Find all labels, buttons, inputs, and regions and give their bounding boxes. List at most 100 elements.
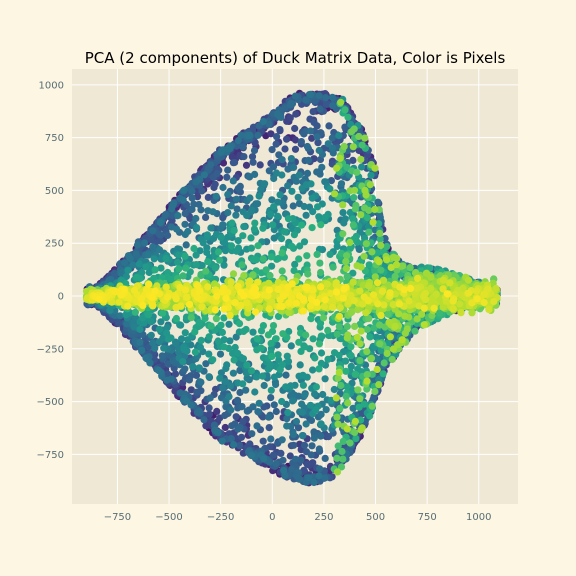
- data-point: [290, 267, 298, 275]
- data-point: [374, 198, 382, 206]
- data-point: [333, 454, 341, 462]
- data-point: [149, 339, 157, 347]
- data-point: [278, 249, 286, 257]
- data-point: [283, 135, 291, 143]
- data-point: [162, 211, 170, 219]
- data-point: [321, 213, 329, 221]
- data-point: [346, 208, 354, 217]
- data-point: [302, 331, 310, 339]
- data-point: [267, 253, 275, 261]
- data-point: [351, 428, 359, 436]
- data-point: [136, 338, 144, 346]
- data-point: [149, 243, 157, 251]
- data-point: [217, 321, 225, 329]
- data-point: [351, 205, 359, 213]
- data-point: [203, 231, 211, 239]
- data-point: [254, 131, 262, 139]
- data-point: [334, 420, 342, 428]
- data-point: [198, 187, 206, 195]
- data-point: [290, 441, 298, 449]
- data-point: [330, 385, 338, 394]
- data-point: [268, 196, 276, 204]
- data-point: [347, 343, 355, 351]
- data-point: [334, 442, 342, 450]
- data-point: [219, 384, 227, 392]
- data-point: [341, 106, 349, 114]
- data-point: [115, 319, 123, 327]
- data-point: [234, 136, 243, 145]
- data-point: [279, 330, 287, 338]
- data-point: [139, 331, 147, 339]
- data-point: [232, 413, 240, 421]
- data-point: [310, 434, 318, 442]
- data-point: [363, 348, 371, 356]
- data-point: [195, 408, 203, 416]
- data-point: [269, 221, 277, 229]
- data-point: [306, 127, 315, 135]
- data-point: [180, 186, 188, 194]
- data-point: [303, 252, 311, 260]
- data-point: [307, 416, 316, 424]
- data-point: [282, 383, 290, 391]
- data-point: [132, 250, 140, 258]
- data-point: [195, 364, 203, 372]
- data-point: [249, 328, 257, 336]
- data-point: [358, 141, 366, 149]
- data-point: [317, 319, 325, 327]
- data-point: [163, 370, 172, 378]
- data-point: [214, 337, 222, 345]
- data-point: [374, 249, 382, 257]
- data-point: [259, 372, 267, 380]
- data-point: [237, 433, 246, 441]
- data-point: [313, 168, 321, 176]
- data-point: [124, 266, 132, 274]
- data-point: [356, 320, 364, 328]
- data-point: [291, 124, 299, 133]
- data-point: [316, 105, 324, 113]
- data-point: [322, 406, 330, 414]
- data-point: [235, 320, 244, 328]
- data-point: [383, 242, 391, 251]
- data-point: [260, 455, 268, 463]
- data-point: [202, 422, 210, 430]
- data-point: [370, 324, 378, 332]
- data-point: [116, 312, 124, 320]
- data-point: [311, 97, 319, 105]
- data-point: [265, 413, 273, 421]
- data-point: [182, 264, 190, 272]
- data-point: [254, 242, 262, 250]
- data-point: [188, 187, 196, 195]
- data-point: [290, 163, 298, 171]
- data-point: [287, 99, 295, 108]
- data-point: [329, 102, 337, 110]
- data-point: [179, 272, 187, 280]
- data-point: [251, 170, 259, 178]
- data-point: [230, 356, 238, 364]
- data-point: [317, 420, 325, 428]
- data-point: [343, 273, 351, 281]
- data-point: [298, 400, 306, 408]
- data-point: [376, 229, 384, 237]
- data-point: [204, 258, 212, 266]
- data-point: [246, 131, 254, 140]
- data-point: [199, 239, 207, 247]
- data-point: [366, 333, 374, 341]
- data-point: [294, 193, 302, 201]
- data-point: [207, 224, 215, 232]
- data-point: [362, 240, 370, 248]
- data-point: [217, 369, 225, 377]
- data-point: [292, 417, 301, 426]
- data-point: [167, 334, 175, 342]
- data-point: [198, 261, 206, 270]
- data-point: [342, 367, 350, 375]
- data-point: [315, 445, 323, 453]
- data-point: [202, 267, 210, 275]
- data-point: [231, 420, 239, 428]
- data-point: [297, 347, 305, 355]
- data-point: [269, 451, 277, 459]
- data-point: [151, 266, 159, 274]
- data-point: [303, 460, 311, 468]
- data-point: [272, 460, 280, 468]
- data-point: [269, 322, 278, 330]
- data-point: [355, 132, 363, 141]
